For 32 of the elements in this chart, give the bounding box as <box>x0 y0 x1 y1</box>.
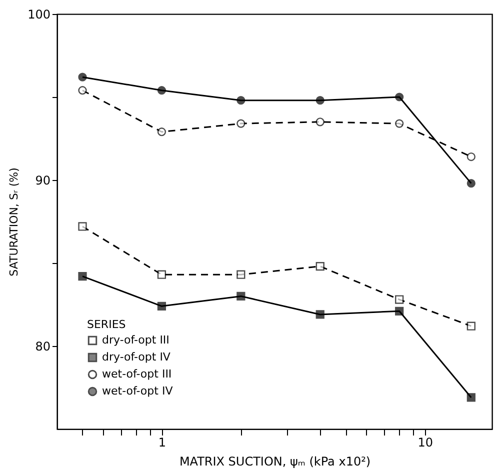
point <box>395 295 404 304</box>
x-tick-label: 1 <box>158 436 166 450</box>
point <box>316 96 324 105</box>
point <box>236 119 246 128</box>
point <box>316 262 324 271</box>
point <box>157 128 166 136</box>
point <box>157 270 166 279</box>
x-axis-title: MATRIX SUCTION, ψₘ (kPa x10²) <box>179 454 371 468</box>
point <box>316 118 324 126</box>
legend-label: dry-of-opt IV <box>102 350 171 364</box>
legend-label: wet-of-opt IV <box>102 384 174 398</box>
point <box>316 310 324 319</box>
point <box>236 292 246 301</box>
y-tick-label: 80 <box>35 340 50 354</box>
point <box>78 272 87 281</box>
y-axis-title: SATURATION, Sᵣ (%) <box>8 168 21 276</box>
point <box>157 86 166 95</box>
point <box>395 119 404 128</box>
point <box>78 222 87 231</box>
point <box>236 270 246 279</box>
point <box>78 86 87 95</box>
y-tick-label: 90 <box>35 174 50 188</box>
point <box>395 92 404 102</box>
y-tick-label: 100 <box>28 8 50 22</box>
point <box>395 306 404 316</box>
point <box>157 302 166 310</box>
point <box>236 96 246 105</box>
x-tick-label: 10 <box>418 436 433 450</box>
point <box>78 72 87 82</box>
legend-label: dry-of-opt III <box>102 334 170 346</box>
legend-title: SERIES <box>87 318 126 331</box>
legend-label: wet-of-opt III <box>102 368 172 380</box>
